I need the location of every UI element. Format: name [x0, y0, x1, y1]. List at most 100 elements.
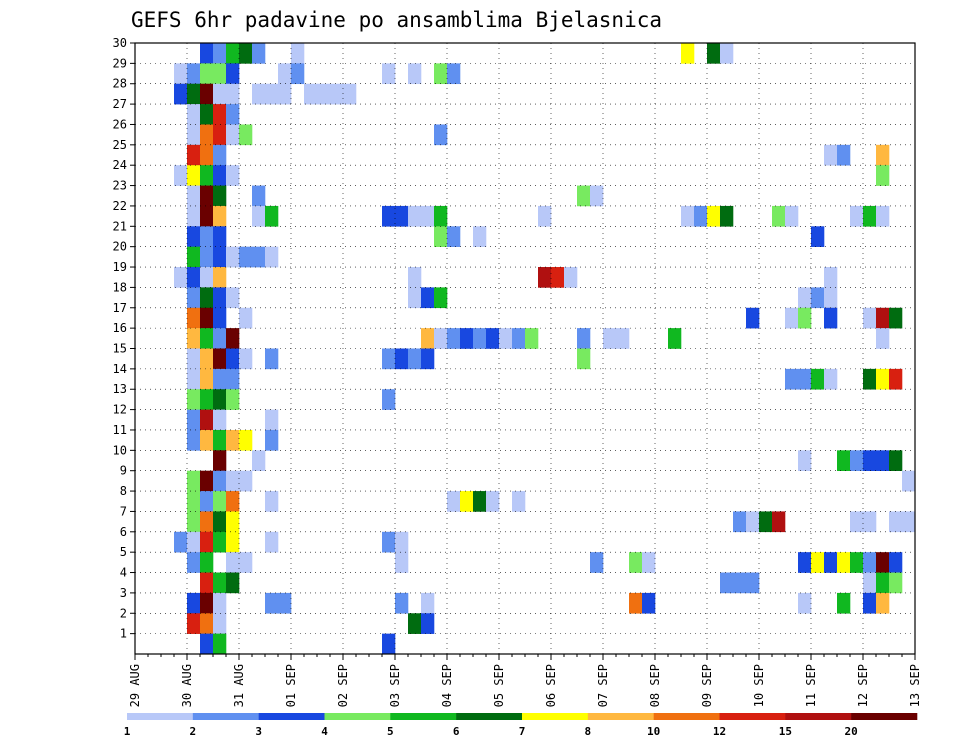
heatmap-cell	[213, 531, 227, 553]
colorbar-tick-label: 20	[845, 725, 858, 738]
heatmap-cell	[382, 633, 396, 655]
colorbar-tick-label: 4	[321, 725, 328, 738]
heatmap-cell	[486, 328, 500, 349]
heatmap-cell	[200, 389, 214, 410]
heatmap-cell	[577, 328, 591, 349]
heatmap-cell	[252, 205, 266, 227]
y-tick-label: 11	[113, 423, 127, 437]
heatmap-cell	[902, 470, 916, 492]
heatmap-cell	[200, 633, 214, 655]
heatmap-cell	[720, 572, 734, 594]
heatmap-cell	[421, 287, 435, 309]
heatmap-cell	[577, 185, 591, 207]
colorbar-tick-label: 8	[585, 725, 592, 738]
heatmap-cell	[798, 287, 812, 309]
heatmap-cell	[291, 63, 305, 85]
heatmap-cell	[187, 613, 201, 634]
heatmap-cell	[187, 307, 201, 329]
y-tick-label: 4	[120, 566, 127, 580]
colorbar-swatch	[785, 713, 852, 720]
heatmap-cell	[187, 592, 201, 614]
x-tick-label: 29 AUG	[128, 664, 142, 707]
heatmap-cell	[187, 104, 201, 125]
heatmap-cell	[577, 348, 591, 370]
heatmap-cell	[382, 348, 396, 370]
heatmap-cell	[824, 287, 838, 309]
colorbar-swatch	[587, 713, 654, 720]
heatmap-cell	[252, 83, 266, 105]
heatmap-cell	[226, 104, 240, 125]
heatmap-cell	[824, 307, 838, 329]
chart-title: GEFS 6hr padavine po ansamblima Bjelasni…	[131, 8, 662, 32]
heatmap-cell	[187, 185, 201, 207]
y-tick-label: 8	[120, 484, 127, 498]
heatmap-cell	[434, 124, 448, 146]
heatmap-cell	[200, 185, 214, 207]
heatmap-cell	[278, 63, 292, 85]
heatmap-cell	[213, 124, 227, 146]
heatmap-cell	[473, 491, 487, 512]
heatmap-cell	[213, 205, 227, 227]
heatmap-cell	[707, 205, 721, 227]
heatmap-cell	[174, 165, 188, 186]
heatmap-cell	[590, 185, 604, 207]
heatmap-cell	[473, 226, 487, 247]
heatmap-cell	[239, 124, 253, 146]
heatmap-cell	[265, 531, 279, 553]
heatmap-cell	[837, 592, 851, 614]
colorbar-swatch	[851, 713, 918, 720]
heatmap-cell	[187, 409, 201, 431]
x-tick-label: 10 SEP	[752, 664, 766, 707]
x-tick-label: 02 SEP	[336, 664, 350, 707]
heatmap-cell	[239, 470, 253, 492]
heatmap-cell	[239, 246, 253, 268]
heatmap-cell	[174, 531, 188, 553]
heatmap-cell	[252, 450, 266, 471]
heatmap-cell	[226, 470, 240, 492]
heatmap-cell	[213, 83, 227, 105]
heatmap-cell	[421, 348, 435, 370]
heatmap-cell	[876, 144, 890, 166]
y-tick-label: 15	[113, 342, 127, 356]
heatmap-cell	[200, 572, 214, 594]
heatmap-cell	[733, 572, 747, 594]
heatmap-cell	[499, 328, 513, 349]
heatmap-cell	[863, 307, 877, 329]
heatmap-cell	[824, 552, 838, 573]
heatmap-cell	[200, 267, 214, 288]
heatmap-cell	[187, 389, 201, 410]
heatmap-cell	[213, 104, 227, 125]
heatmap-cell	[837, 552, 851, 573]
heatmap-cell	[226, 165, 240, 186]
y-tick-label: 27	[113, 97, 127, 111]
heatmap-cell	[512, 328, 526, 349]
heatmap-cell	[863, 450, 877, 471]
heatmap-cell	[187, 328, 201, 349]
heatmap-cell	[187, 83, 201, 105]
colorbar-tick-label: 15	[779, 725, 792, 738]
heatmap-cell	[447, 491, 461, 512]
heatmap-cell	[876, 572, 890, 594]
y-tick-label: 2	[120, 606, 127, 620]
x-tick-label: 05 SEP	[492, 664, 506, 707]
colorbar-swatch	[522, 713, 589, 720]
heatmap-cell	[213, 470, 227, 492]
x-axis: 29 AUG 30 AUG 31 AUG 01 SEP 02 SEP 03 SEP 04 S…	[128, 654, 922, 707]
heatmap-cell	[538, 267, 552, 288]
heatmap-cell	[434, 205, 448, 227]
heatmap-cell	[187, 552, 201, 573]
heatmap-cell	[421, 328, 435, 349]
heatmap-cell	[187, 511, 201, 533]
heatmap-cell	[876, 307, 890, 329]
heatmap-cell	[226, 287, 240, 309]
y-tick-label: 23	[113, 179, 127, 193]
heatmap-cell	[213, 450, 227, 471]
heatmap-cell	[265, 429, 279, 451]
heatmap-cell	[382, 389, 396, 410]
y-tick-label: 6	[120, 525, 127, 539]
heatmap-cell	[330, 83, 344, 105]
heatmap-cell	[395, 205, 409, 227]
heatmap-cell	[200, 63, 214, 85]
x-tick-label: 07 SEP	[596, 664, 610, 707]
y-tick-label: 17	[113, 301, 127, 315]
